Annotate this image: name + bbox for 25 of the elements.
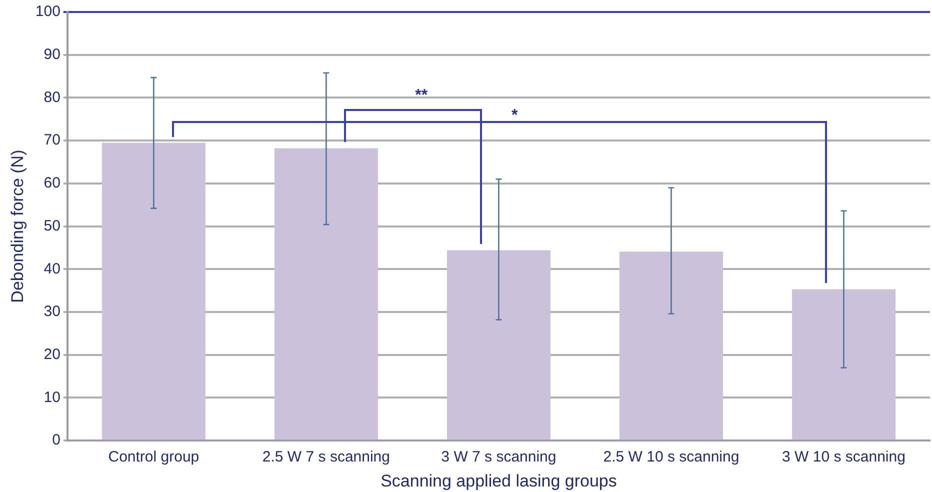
y-tick-label: 60 <box>44 174 60 192</box>
bar <box>446 250 550 440</box>
annotation: * <box>511 106 518 125</box>
y-tick-label: 100 <box>35 3 60 20</box>
x-tick-label: 2.5 W 7 s scanning <box>262 448 390 466</box>
y-axis-title: Debonding force (N) <box>8 150 27 303</box>
bar <box>102 142 206 440</box>
bar <box>274 148 378 440</box>
y-tick-label: 90 <box>44 46 60 63</box>
y-tick-label: 40 <box>44 260 60 278</box>
y-tick-label: 20 <box>44 346 60 364</box>
x-tick-label: 3 W 10 s scanning <box>782 448 906 466</box>
y-tick-label: 0 <box>52 432 60 449</box>
y-tick-label: 30 <box>44 303 60 320</box>
bar <box>792 289 896 440</box>
x-axis-title: Scanning applied lasing groups <box>380 471 617 490</box>
x-tick-label: Control group <box>108 448 200 466</box>
x-tick-label: 3 W 7 s scanning <box>441 448 556 466</box>
y-tick-label: 50 <box>44 217 60 234</box>
y-tick-label: 80 <box>44 88 60 106</box>
bar <box>619 252 723 440</box>
annotation: ** <box>415 86 428 105</box>
y-tick-label: 70 <box>44 132 60 149</box>
y-tick-label: 10 <box>44 388 60 406</box>
x-tick-label: 2.5 W 10 s scanning <box>603 448 740 466</box>
